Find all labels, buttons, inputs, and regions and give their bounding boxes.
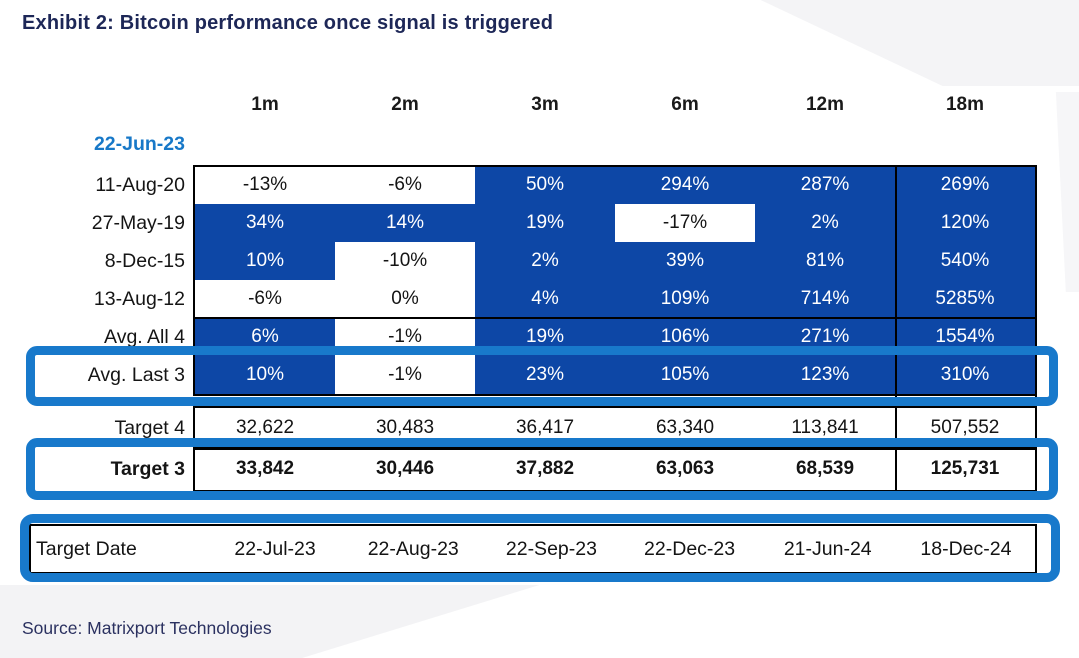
target-date-cell: 18-Dec-24 xyxy=(896,526,1035,572)
value-cell: -10% xyxy=(335,242,475,280)
value-cell: 63,340 xyxy=(615,408,755,448)
corner-cell xyxy=(30,88,195,122)
value-cell: 36,417 xyxy=(475,408,615,448)
value-cell: 109% xyxy=(615,280,755,318)
value-cell: 294% xyxy=(615,166,755,204)
value-cell: 0% xyxy=(335,280,475,318)
value-cell: 540% xyxy=(895,242,1035,280)
value-cell: 1554% xyxy=(895,318,1035,356)
value-cell: 2% xyxy=(475,242,615,280)
value-cell: 33,842 xyxy=(195,448,335,490)
value-cell: -13% xyxy=(195,166,335,204)
value-cell: 5285% xyxy=(895,280,1035,318)
target-date-cell: 22-Dec-23 xyxy=(620,526,759,572)
table-row-8-dec-15: 8-Dec-15 10% -10% 2% 39% 81% 540% xyxy=(30,242,1035,280)
exhibit-title: Exhibit 2: Bitcoin performance once sign… xyxy=(22,12,554,34)
value-cell: 10% xyxy=(195,242,335,280)
row-label: Target 3 xyxy=(110,457,185,480)
value-cell: 113,841 xyxy=(755,408,895,448)
value-cell: 50% xyxy=(475,166,615,204)
value-cell: 106% xyxy=(615,318,755,356)
column-header: 2m xyxy=(391,94,419,115)
target-date-cell: 22-Sep-23 xyxy=(482,526,621,572)
value-cell: -6% xyxy=(335,166,475,204)
row-label: Avg. All 4 xyxy=(104,325,185,348)
value-cell: 125,731 xyxy=(895,448,1035,490)
column-header: 1m xyxy=(251,94,279,115)
table-row-target-4: Target 4 32,622 30,483 36,417 63,340 113,841 5… xyxy=(30,408,1035,448)
value-cell: -6% xyxy=(195,280,335,318)
row-label: 11-Aug-20 xyxy=(95,173,185,196)
value-cell: 37,882 xyxy=(475,448,615,490)
value-cell: -1% xyxy=(335,356,475,394)
row-label: 8-Dec-15 xyxy=(104,249,185,272)
value-cell: 23% xyxy=(475,356,615,394)
value-cell: 68,539 xyxy=(755,448,895,490)
value-cell: -17% xyxy=(615,204,755,242)
row-label: 27-May-19 xyxy=(91,211,185,234)
value-cell: 2% xyxy=(755,204,895,242)
column-header: 18m xyxy=(945,94,985,115)
value-cell: -1% xyxy=(335,318,475,356)
value-cell: 30,483 xyxy=(335,408,475,448)
row-label: Avg. Last 3 xyxy=(87,363,185,386)
empty-cell xyxy=(475,122,615,166)
empty-cell xyxy=(615,122,755,166)
background-wedge-top-right xyxy=(760,0,1079,86)
value-cell: 105% xyxy=(615,356,755,394)
value-cell: 10% xyxy=(195,356,335,394)
table-row-avg-last-3: Avg. Last 3 10% -1% 23% 105% 123% 310% xyxy=(30,356,1035,394)
target-date-row: Target Date 22-Jul-23 22-Aug-23 22-Sep-23 22… xyxy=(30,526,1035,572)
table-row-27-may-19: 27-May-19 34% 14% 19% -17% 2% 120% xyxy=(30,204,1035,242)
value-cell: 4% xyxy=(475,280,615,318)
value-cell: 14% xyxy=(335,204,475,242)
value-cell: 123% xyxy=(755,356,895,394)
column-header: 12m xyxy=(805,94,845,115)
value-cell: 120% xyxy=(895,204,1035,242)
row-label: 13-Aug-12 xyxy=(93,287,185,310)
target-date-cell: 22-Aug-23 xyxy=(344,526,483,572)
value-cell: 714% xyxy=(755,280,895,318)
target-date-label: Target Date xyxy=(36,537,137,560)
value-cell: 310% xyxy=(895,356,1035,394)
column-header: 6m xyxy=(671,94,699,115)
value-cell: 507,552 xyxy=(895,408,1035,448)
table-row-avg-all-4: Avg. All 4 6% -1% 19% 106% 271% 1554% xyxy=(30,318,1035,356)
target-date-cell: 21-Jun-24 xyxy=(758,526,897,572)
value-cell: 63,063 xyxy=(615,448,755,490)
column-header: 3m xyxy=(531,94,559,115)
empty-cell xyxy=(755,122,895,166)
signal-date: 22-Jun-23 xyxy=(93,132,185,155)
table-row-11-aug-20: 11-Aug-20 -13% -6% 50% 294% 287% 269% xyxy=(30,166,1035,204)
background-wedge-right xyxy=(1055,92,1079,292)
value-cell: 287% xyxy=(755,166,895,204)
value-cell: 19% xyxy=(475,318,615,356)
performance-table: 1m 2m 3m 6m 12m 18m 22-Jun-23 11-Aug-20 -13% -6% 5… xyxy=(30,88,1035,572)
empty-cell xyxy=(895,122,1035,166)
value-cell: 6% xyxy=(195,318,335,356)
empty-cell xyxy=(335,122,475,166)
value-cell: 271% xyxy=(755,318,895,356)
value-cell: 19% xyxy=(475,204,615,242)
empty-cell xyxy=(195,122,335,166)
signal-date-row: 22-Jun-23 xyxy=(30,122,1035,166)
column-header-row: 1m 2m 3m 6m 12m 18m xyxy=(30,88,1035,122)
value-cell: 81% xyxy=(755,242,895,280)
value-cell: 30,446 xyxy=(335,448,475,490)
value-cell: 269% xyxy=(895,166,1035,204)
table-row-13-aug-12: 13-Aug-12 -6% 0% 4% 109% 714% 5285% xyxy=(30,280,1035,318)
value-cell: 39% xyxy=(615,242,755,280)
table-row-target-3: Target 3 33,842 30,446 37,882 63,063 68,539 12… xyxy=(30,448,1035,490)
value-cell: 34% xyxy=(195,204,335,242)
target-date-cell: 22-Jul-23 xyxy=(206,526,345,572)
value-cell: 32,622 xyxy=(195,408,335,448)
source-note: Source: Matrixport Technologies xyxy=(22,618,272,638)
row-label: Target 4 xyxy=(114,416,185,439)
